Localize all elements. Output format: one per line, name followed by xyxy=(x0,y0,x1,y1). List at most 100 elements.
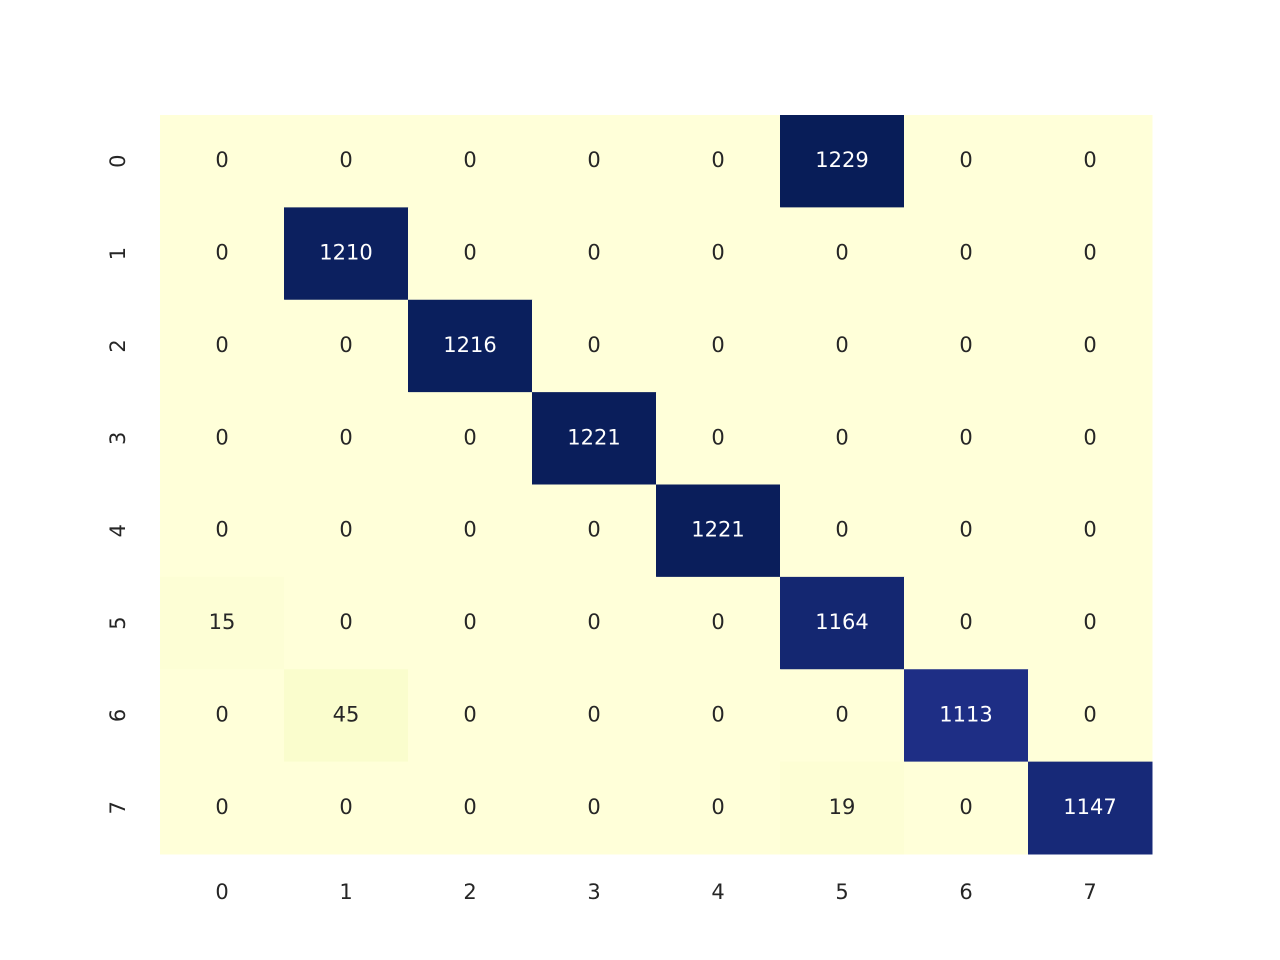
cell-label: 19 xyxy=(829,795,856,819)
cell-label: 0 xyxy=(835,333,848,357)
heatmap-cell xyxy=(904,484,1029,578)
heatmap-cell xyxy=(408,115,533,208)
cell-label: 0 xyxy=(463,148,476,172)
x-tick-label: 4 xyxy=(711,880,724,904)
cell-label: 0 xyxy=(587,610,600,634)
cell-label: 0 xyxy=(1083,333,1096,357)
heatmap-cell xyxy=(160,761,285,855)
cell-label: 0 xyxy=(1083,518,1096,542)
y-tick-label: 7 xyxy=(106,801,130,814)
cell-label: 1221 xyxy=(567,425,620,449)
cell-label: 0 xyxy=(339,610,352,634)
heatmap-cell xyxy=(408,761,533,855)
cell-label: 0 xyxy=(959,795,972,819)
cell-label: 0 xyxy=(835,518,848,542)
heatmap-cell xyxy=(160,207,285,301)
heatmap-cell xyxy=(284,576,409,670)
cell-label: 0 xyxy=(215,333,228,357)
heatmap-cell xyxy=(1028,669,1153,763)
cell-label: 0 xyxy=(587,702,600,726)
cell-label: 0 xyxy=(463,702,476,726)
cell-label: 1216 xyxy=(443,333,496,357)
cell-label: 0 xyxy=(835,241,848,265)
cell-label: 0 xyxy=(959,610,972,634)
heatmap-cell xyxy=(904,207,1029,301)
heatmap-cell xyxy=(408,669,533,763)
heatmap-cell xyxy=(408,576,533,670)
heatmap-cell xyxy=(1028,761,1153,855)
cell-label: 0 xyxy=(215,702,228,726)
heatmap-cell xyxy=(408,392,533,485)
cell-label: 45 xyxy=(333,702,360,726)
heatmap-cell xyxy=(284,761,409,855)
cell-label: 0 xyxy=(1083,425,1096,449)
x-tick-label: 5 xyxy=(835,880,848,904)
heatmap-cell xyxy=(532,669,657,763)
heatmap-cell xyxy=(1028,299,1153,393)
x-tick-label: 0 xyxy=(215,880,228,904)
heatmap-cell xyxy=(656,392,781,485)
heatmap-cell xyxy=(284,669,409,763)
heatmap-cell xyxy=(904,299,1029,393)
heatmap-cell xyxy=(160,392,285,485)
cell-label: 0 xyxy=(587,795,600,819)
cell-label: 0 xyxy=(215,148,228,172)
cell-label: 0 xyxy=(463,425,476,449)
cell-label: 0 xyxy=(711,148,724,172)
y-tick-label: 0 xyxy=(106,155,130,168)
cell-label: 0 xyxy=(587,148,600,172)
heatmap-cell xyxy=(656,484,781,578)
cell-label: 0 xyxy=(711,610,724,634)
cell-label: 1229 xyxy=(815,148,868,172)
y-tick-label: 3 xyxy=(106,432,130,445)
cell-label: 0 xyxy=(711,333,724,357)
y-tick-label: 4 xyxy=(106,524,130,537)
cell-label: 0 xyxy=(835,702,848,726)
heatmap-cell xyxy=(284,392,409,485)
heatmap-cell xyxy=(160,115,285,208)
cell-label: 0 xyxy=(959,148,972,172)
x-tick-label: 3 xyxy=(587,880,600,904)
cell-label: 0 xyxy=(215,518,228,542)
heatmap-cell xyxy=(284,299,409,393)
cell-label: 0 xyxy=(215,795,228,819)
heatmap-cell xyxy=(532,207,657,301)
cell-label: 0 xyxy=(959,241,972,265)
heatmap-cell xyxy=(408,484,533,578)
cell-label: 0 xyxy=(339,518,352,542)
cell-label: 0 xyxy=(1083,702,1096,726)
heatmap-cell xyxy=(780,299,905,393)
cell-label: 0 xyxy=(959,518,972,542)
heatmap-cell xyxy=(284,484,409,578)
cell-label: 1147 xyxy=(1063,795,1116,819)
heatmap-cell xyxy=(408,299,533,393)
cell-label: 0 xyxy=(463,610,476,634)
heatmap-cell xyxy=(904,669,1029,763)
heatmap-cell xyxy=(160,669,285,763)
cell-label: 0 xyxy=(835,425,848,449)
cell-label: 0 xyxy=(215,241,228,265)
cell-label: 0 xyxy=(959,333,972,357)
heatmap-cell xyxy=(160,576,285,670)
heatmap-cell xyxy=(780,761,905,855)
heatmap-cell xyxy=(532,484,657,578)
cell-label: 0 xyxy=(339,795,352,819)
heatmap-cell xyxy=(532,299,657,393)
cell-label: 0 xyxy=(463,795,476,819)
heatmap-cell xyxy=(1028,115,1153,208)
cell-label: 15 xyxy=(209,610,236,634)
heatmap-cell xyxy=(780,669,905,763)
y-tick-label: 2 xyxy=(106,339,130,352)
heatmap-cell xyxy=(656,115,781,208)
heatmap-cell xyxy=(532,115,657,208)
cell-label: 0 xyxy=(587,518,600,542)
heatmap-cell xyxy=(780,484,905,578)
x-tick-label: 1 xyxy=(339,880,352,904)
heatmap-cell xyxy=(284,207,409,301)
heatmap-cell xyxy=(532,576,657,670)
cell-label: 1210 xyxy=(319,241,372,265)
heatmap-cell xyxy=(656,761,781,855)
heatmap-cell xyxy=(1028,484,1153,578)
heatmap-cell xyxy=(904,761,1029,855)
heatmap-cell xyxy=(532,392,657,485)
